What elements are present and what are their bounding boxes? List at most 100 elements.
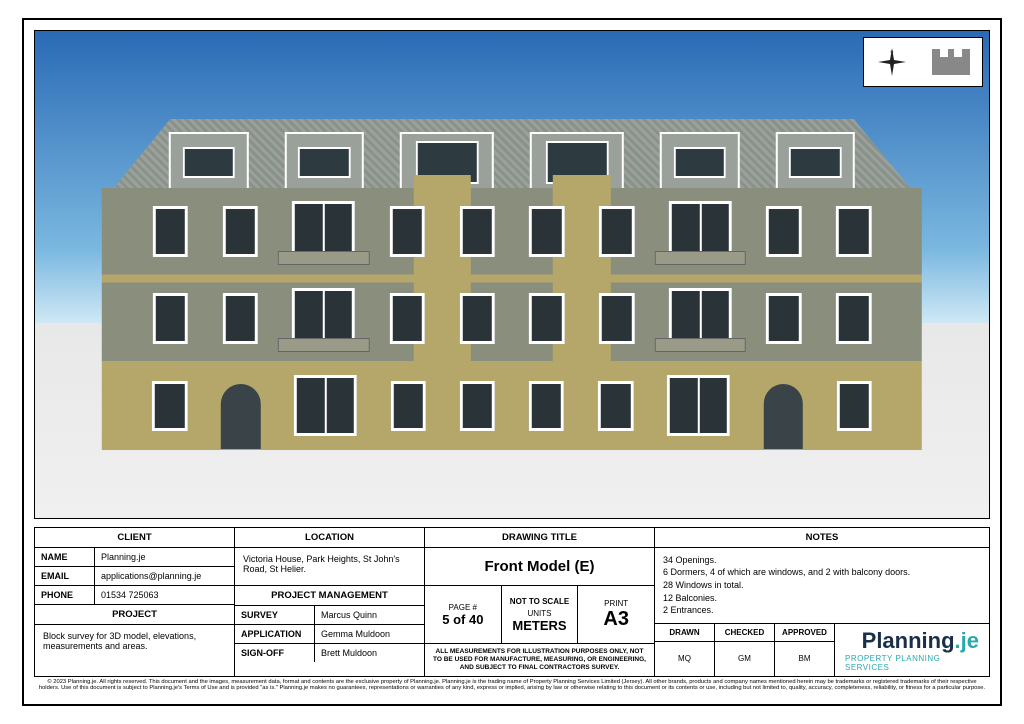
client-header: CLIENT — [35, 528, 234, 548]
name-value: Planning.je — [95, 548, 234, 566]
ground-door — [667, 375, 730, 436]
brand-tagline: PROPERTY PLANNING SERVICES — [845, 654, 979, 672]
drawing-disclaimer: ALL MEASUREMENTS FOR ILLUSTRATION PURPOS… — [425, 644, 654, 675]
window — [766, 293, 801, 343]
drawn-label: DRAWN — [655, 624, 714, 642]
balcony-door — [292, 201, 355, 262]
signoff-value: Brett Muldoon — [315, 644, 424, 662]
window — [153, 206, 188, 256]
units-label: UNITS — [504, 609, 576, 618]
ground-door — [294, 375, 357, 436]
drawn-value: MQ — [655, 642, 714, 676]
dormer — [169, 132, 248, 192]
notes-line: 2 Entrances. — [663, 604, 981, 617]
drawing-title-column: DRAWING TITLE Front Model (E) PAGE # 5 o… — [425, 528, 655, 676]
floor-1 — [102, 362, 922, 449]
scale-cell: NOT TO SCALE UNITS METERS — [502, 586, 579, 644]
checked-label: CHECKED — [715, 624, 774, 642]
balcony-door — [669, 288, 732, 349]
project-header: PROJECT — [35, 605, 234, 625]
drawing-title: Front Model (E) — [425, 548, 654, 586]
plan-key-icon — [932, 49, 970, 75]
location-column: LOCATION Victoria House, Park Heights, S… — [235, 528, 425, 676]
notes-line: 12 Balconies. — [663, 592, 981, 605]
location-header: LOCATION — [235, 528, 424, 548]
name-label: NAME — [35, 548, 95, 566]
drawing-header: DRAWING TITLE — [425, 528, 654, 548]
floor-2 — [102, 275, 922, 362]
signoff-label: SIGN-OFF — [235, 644, 315, 662]
window — [598, 381, 633, 431]
page-value: 5 of 40 — [427, 612, 499, 627]
application-value: Gemma Muldoon — [315, 625, 424, 643]
drawing-frame: N — [22, 18, 1002, 706]
email-value: applications@planning.je — [95, 567, 234, 585]
notes-header: NOTES — [655, 528, 989, 548]
window — [222, 293, 257, 343]
approved-label: APPROVED — [775, 624, 834, 642]
window — [766, 206, 801, 256]
balcony-door — [669, 201, 732, 262]
email-label: EMAIL — [35, 567, 95, 585]
page-cell: PAGE # 5 of 40 — [425, 586, 502, 644]
location-text: Victoria House, Park Heights, St John's … — [235, 548, 424, 586]
title-block: CLIENT NAMEPlanning.je EMAILapplications… — [34, 527, 990, 677]
compass-rose-icon: N — [877, 47, 907, 77]
window — [152, 381, 187, 431]
window — [529, 293, 564, 343]
entrance-arch — [221, 384, 260, 449]
building-elevation — [102, 119, 922, 450]
phone-value: 01534 725063 — [95, 586, 234, 604]
dormer — [776, 132, 855, 192]
brand-text-2: .je — [955, 628, 979, 653]
scale-label: NOT TO SCALE — [504, 597, 576, 606]
notes-line: 28 Windows in total. — [663, 579, 981, 592]
client-column: CLIENT NAMEPlanning.je EMAILapplications… — [35, 528, 235, 676]
window — [836, 206, 871, 256]
copyright-footer: © 2023 Planning.je. All rights reserved.… — [34, 677, 990, 694]
window — [391, 381, 426, 431]
brand-logo: Planning.je — [862, 628, 979, 654]
print-value: A3 — [580, 608, 652, 631]
window — [460, 381, 495, 431]
window — [599, 206, 634, 256]
units-value: METERS — [504, 618, 576, 633]
brand-text-1: Planning — [862, 628, 955, 653]
project-desc: Block survey for 3D model, elevations, m… — [35, 625, 234, 676]
window — [836, 293, 871, 343]
checked-value: GM — [715, 642, 774, 676]
phone-label: PHONE — [35, 586, 95, 604]
notes-line: 34 Openings. — [663, 554, 981, 567]
notes-line: 6 Dormers, 4 of which are windows, and 2… — [663, 566, 981, 579]
logo-cell: Planning.je PROPERTY PLANNING SERVICES — [835, 624, 989, 676]
survey-value: Marcus Quinn — [315, 606, 424, 624]
balcony-door — [292, 288, 355, 349]
notes-body: 34 Openings. 6 Dormers, 4 of which are w… — [655, 548, 989, 624]
print-cell: PRINT A3 — [578, 586, 654, 644]
window — [459, 206, 494, 256]
facade — [102, 188, 922, 449]
dormer — [660, 132, 739, 192]
entrance-arch — [764, 384, 803, 449]
pm-header: PROJECT MANAGEMENT — [235, 586, 424, 606]
floor-3 — [102, 188, 922, 275]
window — [153, 293, 188, 343]
window — [459, 293, 494, 343]
window — [390, 206, 425, 256]
survey-label: SURVEY — [235, 606, 315, 624]
approval-row: DRAWN MQ CHECKED GM APPROVED BM Planning… — [655, 624, 989, 676]
window — [837, 381, 872, 431]
dormers — [151, 132, 873, 192]
window — [599, 293, 634, 343]
window — [222, 206, 257, 256]
print-label: PRINT — [580, 599, 652, 608]
dormer — [285, 132, 364, 192]
render-viewport: N — [34, 30, 990, 519]
page-label: PAGE # — [427, 603, 499, 612]
application-label: APPLICATION — [235, 625, 315, 643]
compass-box: N — [863, 37, 983, 87]
svg-text:N: N — [890, 49, 893, 54]
window — [529, 381, 564, 431]
notes-column: NOTES 34 Openings. 6 Dormers, 4 of which… — [655, 528, 989, 676]
window — [390, 293, 425, 343]
